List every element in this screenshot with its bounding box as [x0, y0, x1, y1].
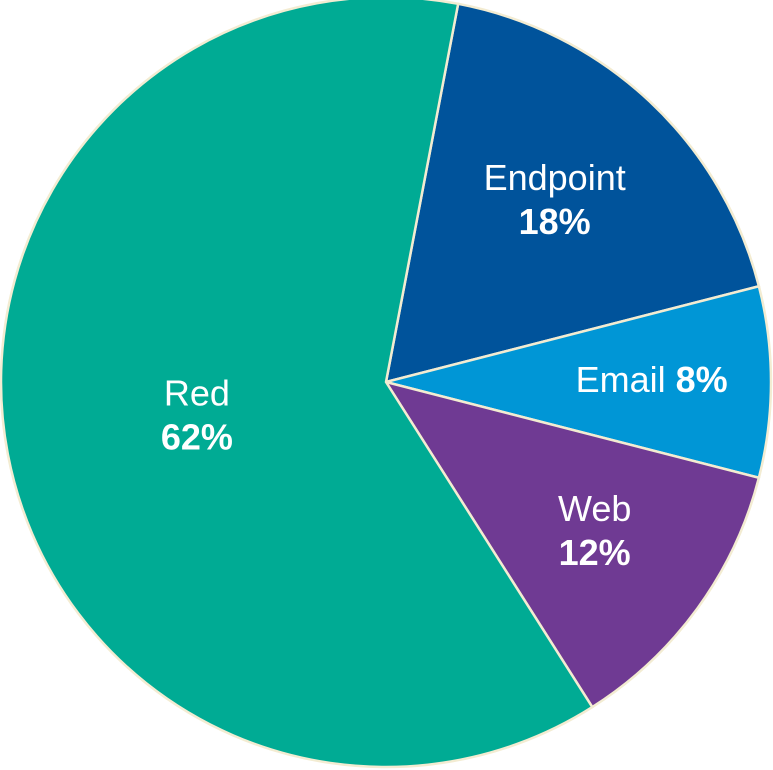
- value-label: 62%: [161, 417, 233, 458]
- value-label: 8%: [676, 359, 728, 400]
- category-label: Web: [558, 488, 631, 529]
- category-label: Red: [164, 373, 230, 414]
- category-label: Email: [576, 359, 666, 400]
- pie-slice: [384, 2, 761, 384]
- pie-slice: [383, 380, 761, 709]
- value-label: 18%: [519, 201, 591, 242]
- value-label: 12%: [559, 532, 631, 573]
- slice-label: Email 8%: [576, 359, 728, 400]
- pie-slice: [385, 284, 773, 480]
- pie-slice: [0, 0, 595, 769]
- category-label: Endpoint: [484, 157, 626, 198]
